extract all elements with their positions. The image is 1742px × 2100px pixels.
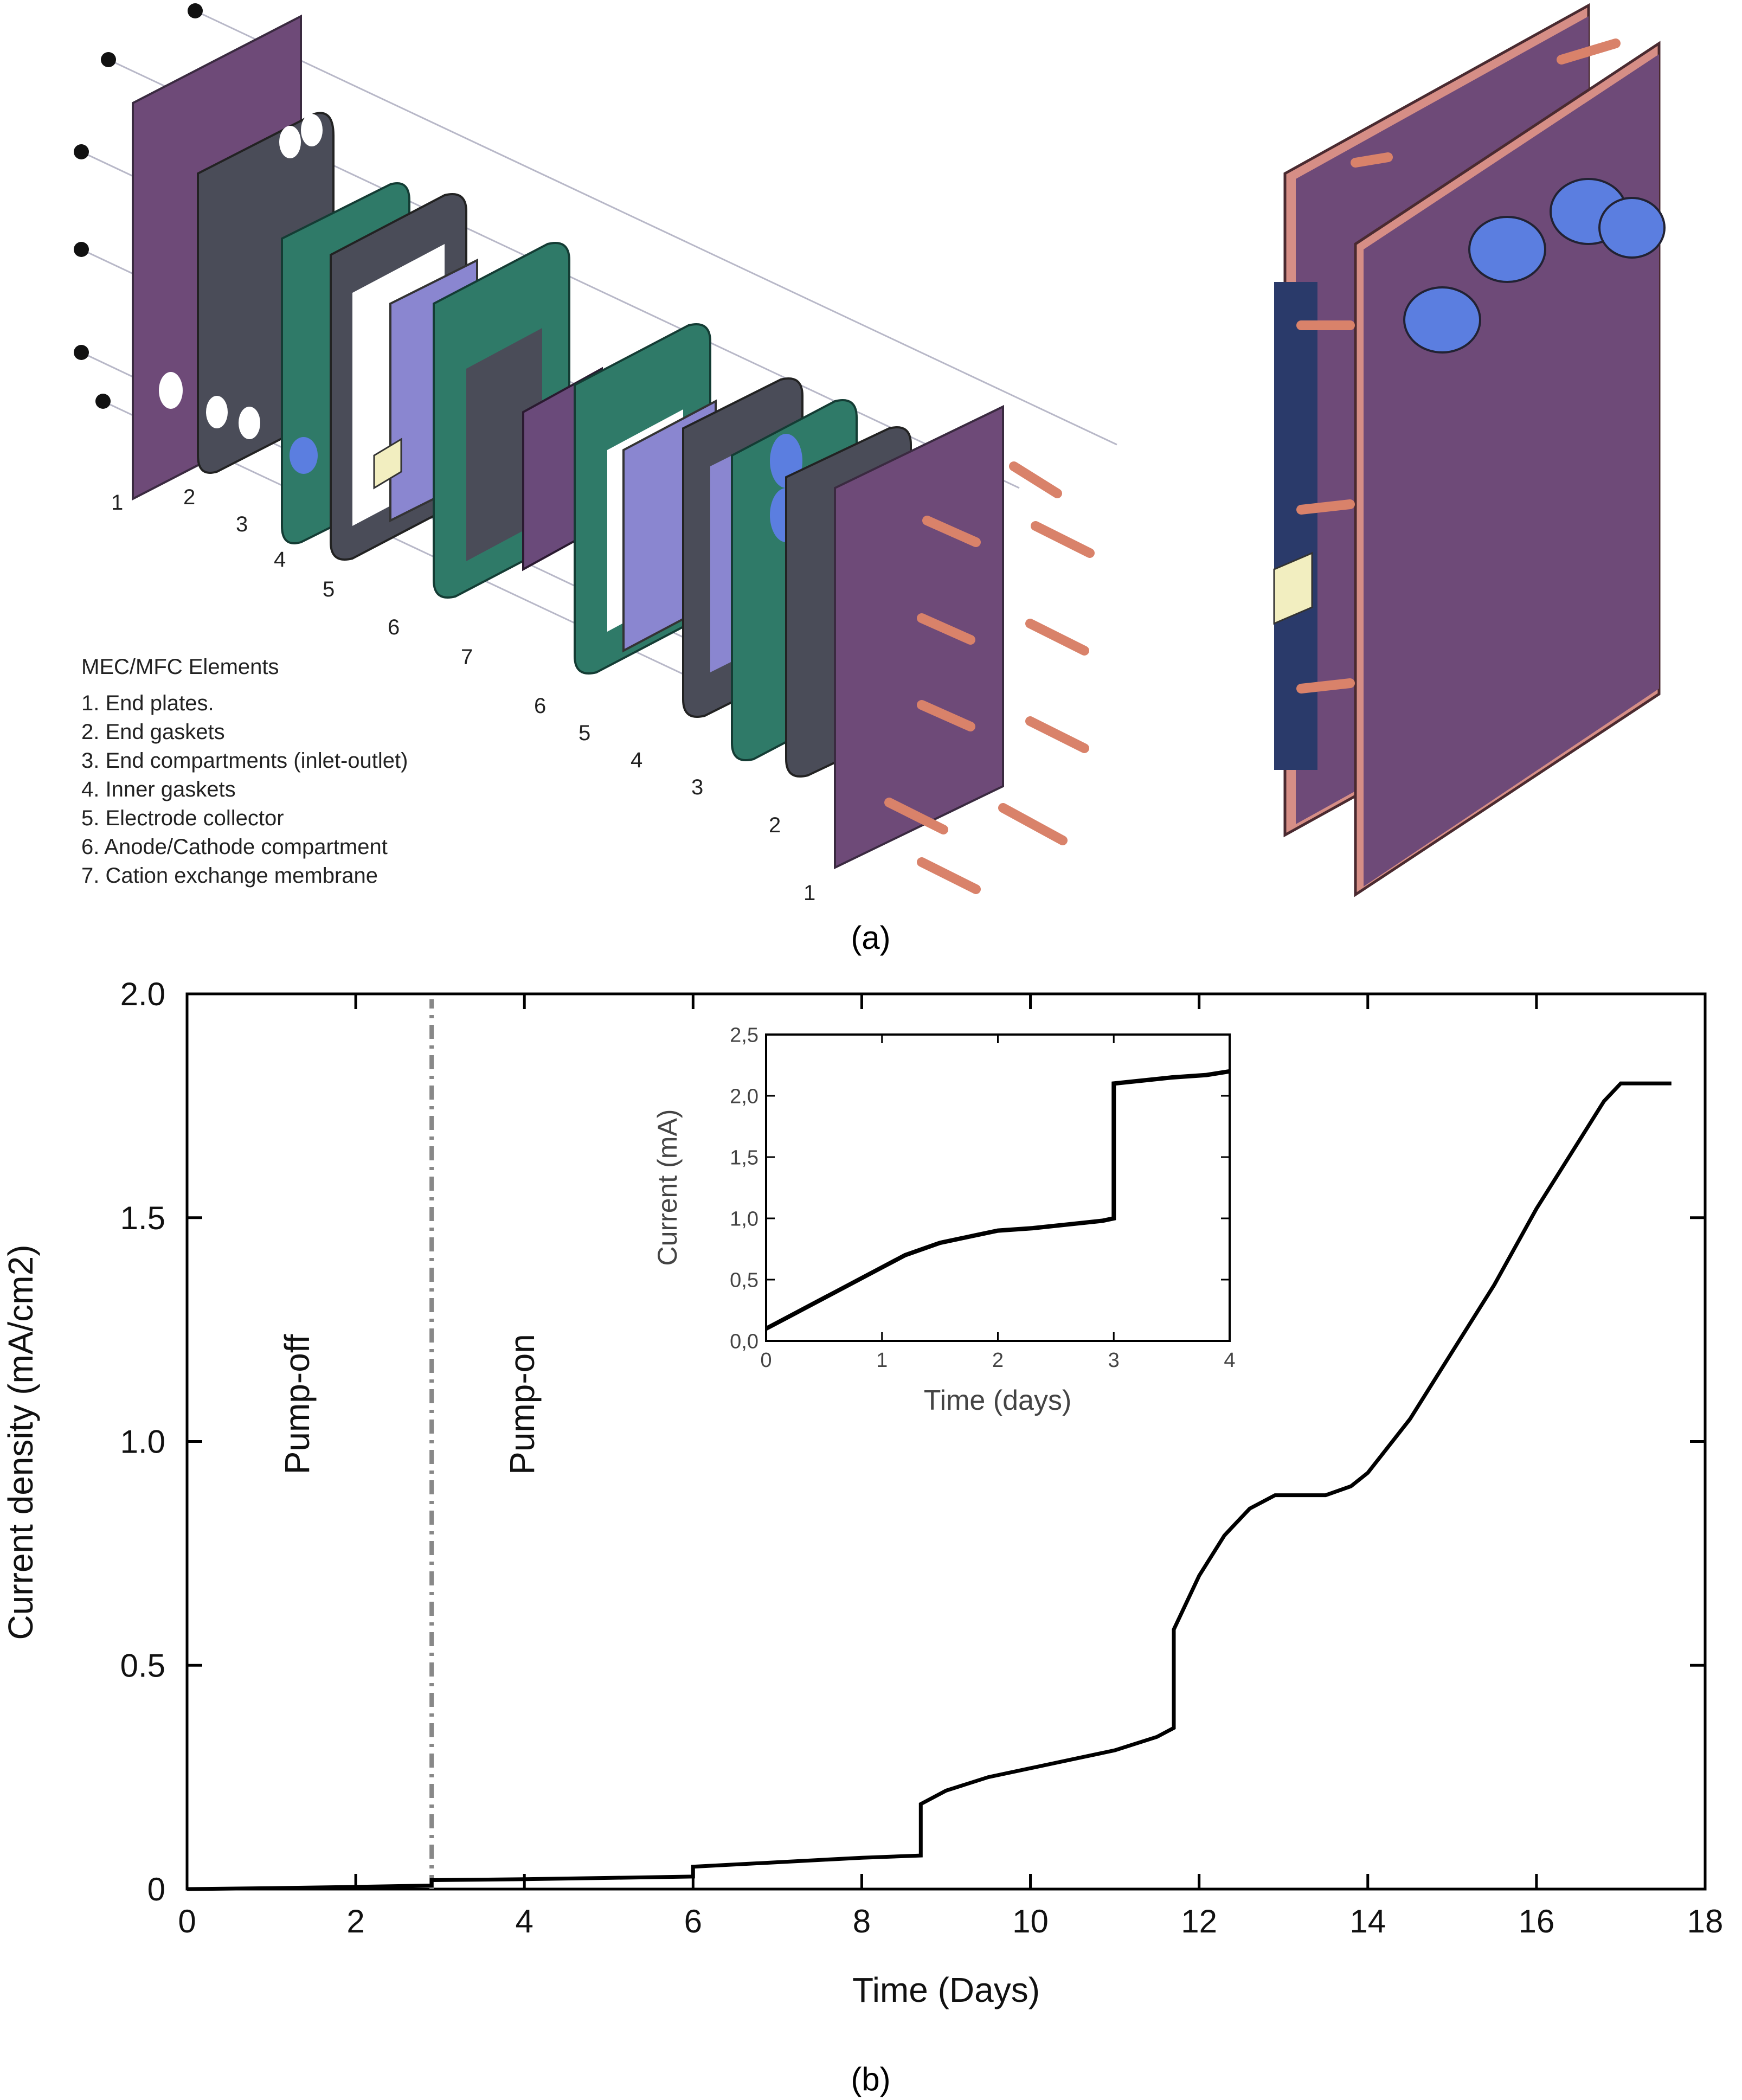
y-tick-label: 2.0: [120, 976, 165, 1012]
inset-axis-tick-labels: 0 1 2 3 4 0,0 0,5 1,0 1,5 2,0 2,5: [730, 1024, 1235, 1372]
current-series: [765, 1069, 1230, 1331]
x-tick-label: 10: [1012, 1903, 1049, 1940]
element-number: 4: [274, 548, 286, 571]
y-tick-label: 1.5: [120, 1200, 165, 1236]
y-tick-label: 1.0: [120, 1424, 165, 1460]
element-number: 4: [631, 748, 642, 772]
x-tick-label: 14: [1349, 1903, 1386, 1940]
assembled-ports: [1403, 178, 1666, 354]
inset-axis-ticks: [765, 1033, 1231, 1342]
elements-legend: MEC/MFC Elements 1. End plates. 2. End g…: [81, 655, 408, 888]
bolt-head-dots: [74, 3, 203, 409]
caption-a: (a): [851, 920, 890, 956]
main-axis-ticks: [185, 992, 1707, 1891]
x-tick-label: 12: [1181, 1903, 1217, 1940]
element-number: 3: [691, 775, 703, 799]
y-tick-label: 0,0: [730, 1330, 758, 1353]
x-tick-label: 0: [760, 1349, 772, 1372]
legend-item: 3. End compartments (inlet-outlet): [81, 749, 408, 773]
element-number: 2: [183, 485, 195, 509]
x-tick-label: 4: [516, 1903, 533, 1940]
end-plate-right: [834, 404, 1004, 870]
element-number: 1: [111, 491, 123, 515]
y-tick-label: 0: [147, 1871, 165, 1908]
x-tick-label: 6: [684, 1903, 702, 1940]
caption-b: (b): [851, 2061, 890, 2097]
element-number: 3: [236, 512, 248, 536]
element-number-labels-left: 1 2 3 4 5 6 7: [111, 485, 473, 669]
x-tick-label: 16: [1519, 1903, 1555, 1940]
y-tick-label: 2,0: [730, 1085, 758, 1108]
x-tick-label: 0: [178, 1903, 196, 1940]
legend-item: 4. Inner gaskets: [81, 778, 236, 801]
element-number: 5: [323, 577, 335, 601]
inset-x-axis-label: Time (days): [924, 1385, 1072, 1416]
y-tick-label: 1,0: [730, 1208, 758, 1230]
assembled-reactor: [1273, 3, 1666, 897]
main-y-axis-label: Current density (mA/cm2): [1, 1244, 40, 1640]
x-tick-label: 18: [1687, 1903, 1724, 1940]
legend-item: 6. Anode/Cathode compartment: [81, 835, 388, 859]
current-density-series: [187, 1081, 1672, 1891]
x-tick-label: 1: [876, 1349, 888, 1372]
x-tick-label: 4: [1224, 1349, 1235, 1372]
y-tick-label: 0.5: [120, 1647, 165, 1684]
tie-rods: [884, 461, 1095, 894]
x-tick-label: 2: [346, 1903, 364, 1940]
y-tick-label: 0,5: [730, 1269, 758, 1292]
x-tick-label: 8: [853, 1903, 871, 1940]
element-number-labels-right: 6 5 4 3 2 1: [534, 694, 815, 905]
element-number: 5: [578, 721, 590, 745]
x-tick-label: 2: [992, 1349, 1004, 1372]
pump-off-label: Pump-off: [278, 1334, 317, 1475]
element-number: 6: [534, 694, 546, 718]
legend-item: 7. Cation exchange membrane: [81, 864, 378, 888]
panel-a: 1 2 3 4 5 6 7 6 5 4 3 2 1 MEC/MFC Elemen…: [74, 3, 1666, 956]
legend-item: 2. End gaskets: [81, 720, 225, 744]
pump-on-label: Pump-on: [503, 1334, 542, 1475]
y-tick-label: 2,5: [730, 1024, 758, 1046]
element-number: 1: [803, 881, 815, 905]
legend-item: 5. Electrode collector: [81, 806, 284, 830]
assembled-rods: [1296, 38, 1621, 693]
legend-title: MEC/MFC Elements: [81, 655, 279, 679]
y-tick-label: 1,5: [730, 1146, 758, 1169]
legend-item: 1. End plates.: [81, 691, 214, 715]
element-number: 7: [461, 645, 473, 669]
inset-y-axis-label: Current (mA): [652, 1109, 683, 1266]
element-number: 2: [769, 813, 781, 837]
main-x-axis-label: Time (Days): [852, 1970, 1040, 2009]
element-number: 6: [388, 615, 400, 639]
x-tick-label: 3: [1108, 1349, 1120, 1372]
